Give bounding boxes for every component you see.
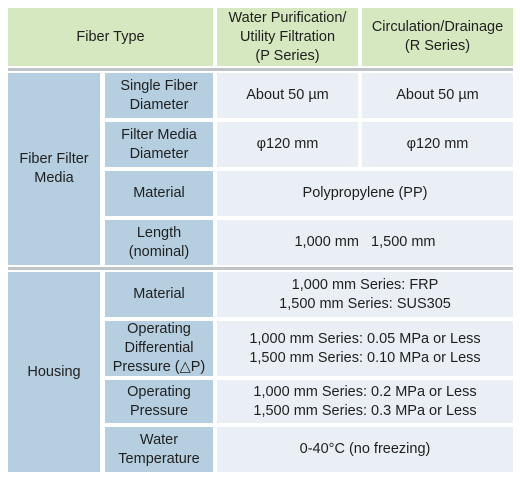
value-operating-differential-pressure: 1,000 mm Series: 0.05 MPa or Less 1,500 … xyxy=(217,321,513,376)
row-label-housing-material: Material xyxy=(105,272,213,317)
header-p-series: Water Purification/ Utility Filtration (… xyxy=(217,8,358,66)
value-filter-media-diameter-p: φ120 mm xyxy=(217,122,358,167)
value-single-fiber-diameter-r: About 50 µm xyxy=(362,73,513,118)
row-label-water-temperature: Water Temperature xyxy=(105,427,213,472)
value-operating-pressure: 1,000 mm Series: 0.2 MPa or Less 1,500 m… xyxy=(217,380,513,423)
header-r-series: Circulation/Drainage (R Series) xyxy=(362,8,513,66)
value-water-temperature: 0-40°C (no freezing) xyxy=(217,427,513,472)
group-label-fiber-filter-media: Fiber Filter Media xyxy=(8,73,100,265)
row-label-media-material: Material xyxy=(105,171,213,216)
header-fiber-type: Fiber Type xyxy=(8,8,213,66)
value-housing-material: 1,000 mm Series: FRP 1,500 mm Series: SU… xyxy=(217,272,513,317)
header-divider xyxy=(8,68,513,71)
row-label-operating-pressure: Operating Pressure xyxy=(105,380,213,423)
row-label-single-fiber-diameter: Single Fiber Diameter xyxy=(105,73,213,118)
group-divider xyxy=(8,267,513,270)
value-media-material: Polypropylene (PP) xyxy=(217,171,513,216)
row-label-operating-differential-pressure: Operating Differential Pressure (△P) xyxy=(105,321,213,376)
row-label-filter-media-diameter: Filter Media Diameter xyxy=(105,122,213,167)
row-label-length: Length (nominal) xyxy=(105,220,213,265)
group-label-housing: Housing xyxy=(8,272,100,472)
value-length: 1,000 mm 1,500 mm xyxy=(217,220,513,265)
value-single-fiber-diameter-p: About 50 µm xyxy=(217,73,358,118)
value-filter-media-diameter-r: φ120 mm xyxy=(362,122,513,167)
